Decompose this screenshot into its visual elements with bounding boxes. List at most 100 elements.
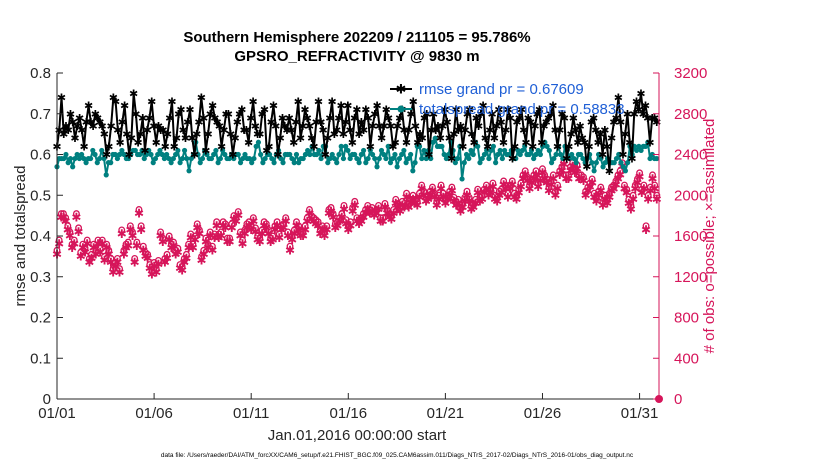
obs-assimilated-point: ✱: [471, 196, 481, 210]
obs-possible-point: [269, 232, 277, 240]
obs-possible-point: [103, 240, 111, 248]
obs-possible-point: [81, 244, 89, 252]
obs-assimilated-point: ✱: [147, 268, 157, 282]
obs-possible-point: [400, 199, 408, 207]
rmse-point: ✱: [291, 116, 300, 129]
rmse-point: ✱: [379, 120, 388, 133]
obs-possible-point: [297, 228, 305, 236]
obs-assimilated-point: ✱: [65, 229, 75, 243]
obs-possible-point: [340, 201, 348, 209]
obs-assimilated-point: ✱: [628, 192, 638, 206]
rmse-point: ✱: [88, 120, 97, 133]
rmse-point: ✱: [569, 112, 578, 125]
totalspread-point: [289, 155, 295, 162]
obs-assimilated-point: ✱: [606, 184, 616, 198]
obs-assimilated-point: ✱: [533, 180, 543, 194]
rmse-point: ✱: [294, 96, 303, 109]
rmse-point: ✱: [533, 108, 542, 121]
rmse-point: ✱: [350, 112, 359, 125]
obs-assimilated-point: ✱: [320, 229, 330, 243]
rmse-point: ✱: [289, 136, 298, 149]
rmse-point: ✱: [300, 104, 309, 117]
obs-possible-point: [349, 204, 357, 211]
obs-assimilated-point: ✱: [140, 249, 150, 263]
rmse-point: ✱: [93, 112, 102, 125]
totalspread-point: [383, 155, 389, 162]
obs-assimilated-point: ✱: [86, 251, 96, 265]
totalspread-point: [117, 151, 123, 158]
totalspread-point: [546, 147, 552, 154]
obs-possible-point: [120, 246, 128, 254]
rmse-point: ✱: [84, 100, 93, 113]
totalspread-point: [486, 155, 492, 162]
rmse-point: ✱: [174, 108, 183, 121]
totalspread-point: [481, 151, 488, 158]
obs-possible-point: [390, 206, 398, 213]
obs-possible-point: [226, 234, 234, 242]
rmse-point: ✱: [262, 144, 271, 157]
obs-possible-point: [549, 171, 557, 179]
obs-assimilated-point: ✱: [363, 203, 373, 217]
obs-assimilated-point: ✱: [171, 247, 181, 261]
obs-assimilated-point: ✱: [205, 229, 215, 243]
totalspread-point: [401, 147, 407, 154]
x-tick-label: 01/11: [233, 405, 269, 422]
rmse-point: ✱: [107, 120, 116, 133]
rmse-point: ✱: [623, 108, 632, 121]
rmse-point: ✱: [630, 108, 639, 121]
totalspread-point: [334, 160, 340, 166]
rmse-point: ✱: [422, 108, 431, 121]
totalspread-point: [399, 151, 405, 158]
obs-assimilated-point: ✱: [291, 219, 301, 233]
rmse-point: ✱: [253, 128, 262, 141]
rmse-point: ✱: [420, 112, 429, 125]
rmse-point: ✱: [621, 128, 630, 141]
totalspread-point: [132, 147, 138, 154]
totalspread-point: [249, 160, 255, 166]
obs-assimilated-point: ✱: [568, 160, 578, 174]
rmse-point: ✱: [244, 136, 253, 149]
rmse-point: ✱: [249, 96, 258, 109]
obs-assimilated-point: ✱: [175, 262, 185, 276]
obs-assimilated-point: ✱: [486, 186, 496, 200]
rmse-point: ✱: [497, 116, 506, 129]
totalspread-point: [443, 155, 449, 162]
rmse-point: ✱: [510, 140, 519, 153]
obs-possible-point: [137, 222, 145, 230]
totalspread-point: [625, 160, 631, 166]
totalspread-point: [430, 139, 436, 145]
rmse-point: ✱: [172, 132, 181, 145]
obs-possible-point: [644, 191, 652, 199]
rmse-point: ✱: [208, 100, 217, 113]
rmse-point: ✱: [323, 132, 332, 145]
obs-assimilated-point: ✱: [572, 162, 582, 176]
obs-possible-point: [129, 228, 136, 236]
obs-assimilated-point: ✱: [134, 207, 144, 221]
rmse-point: ✱: [64, 124, 73, 137]
obs-possible-point: [239, 236, 247, 244]
obs-possible-point: [275, 230, 283, 238]
rmse-point: ✱: [584, 140, 593, 153]
totalspread-point: [403, 160, 409, 166]
totalspread-point: [405, 155, 411, 162]
rmse-point: ✱: [413, 136, 422, 149]
rmse-point: ✱: [386, 120, 395, 133]
obs-assimilated-point: ✱: [203, 241, 213, 255]
rmse-point: ✱: [303, 112, 312, 125]
obs-assimilated-point: ✱: [248, 215, 258, 229]
totalspread-point: [394, 164, 400, 170]
rmse-point: ✱: [79, 140, 88, 153]
totalspread-point: [155, 151, 161, 158]
rmse-point: ✱: [131, 108, 140, 121]
obs-assimilated-point: ✱: [309, 215, 319, 229]
obs-possible-point: [295, 222, 303, 230]
rmse-point: ✱: [395, 112, 404, 125]
obs-assimilated-point: ✱: [391, 196, 401, 210]
totalspread-point: [571, 155, 577, 162]
obs-possible-point: [502, 181, 510, 189]
rmse-point: ✱: [634, 104, 643, 117]
obs-possible-point: [301, 222, 309, 230]
obs-possible-point: [208, 242, 216, 250]
rmse-point: ✱: [82, 116, 91, 129]
obs-assimilated-point: ✱: [641, 223, 651, 237]
